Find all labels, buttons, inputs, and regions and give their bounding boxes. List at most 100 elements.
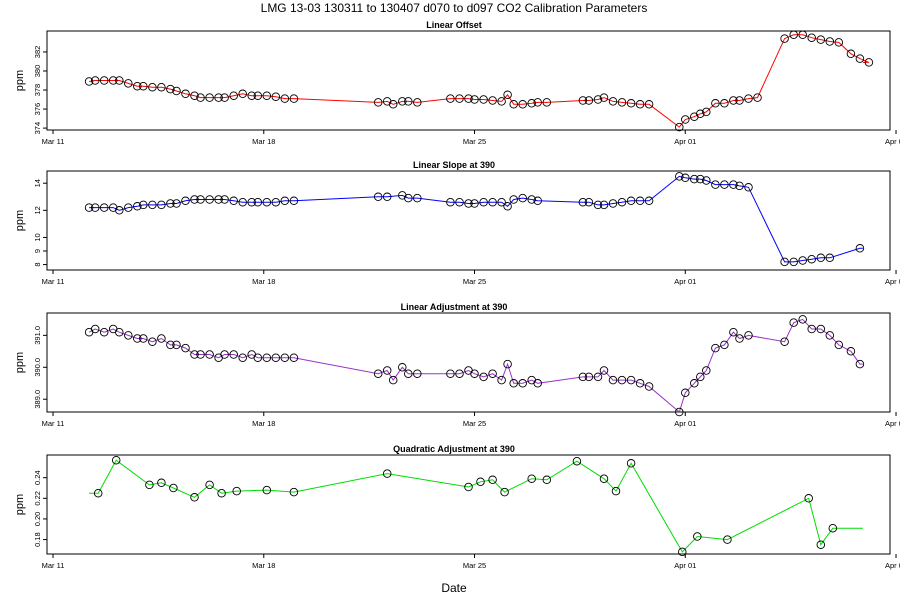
data-point xyxy=(464,482,473,492)
data-point xyxy=(470,369,479,378)
data-point xyxy=(584,197,594,207)
data-point xyxy=(780,257,789,267)
data-point xyxy=(572,456,582,466)
data-point xyxy=(644,196,654,206)
data-point xyxy=(584,372,594,382)
data-point xyxy=(729,327,738,337)
x-tick-label: Apr 08 xyxy=(885,277,900,286)
data-point xyxy=(446,94,455,103)
x-tick-label: Mar 11 xyxy=(42,277,65,286)
data-point xyxy=(446,197,455,207)
data-point xyxy=(608,97,618,106)
data-point xyxy=(133,81,142,91)
data-point xyxy=(488,197,497,207)
data-point xyxy=(542,98,552,107)
data-point xyxy=(711,343,720,353)
data-point xyxy=(205,350,214,359)
data-point xyxy=(678,547,687,557)
data-point xyxy=(382,469,392,478)
data-point xyxy=(488,475,497,485)
data-point xyxy=(542,475,552,485)
data-point xyxy=(675,122,684,132)
data-point xyxy=(681,388,690,398)
y-axis-label: ppm xyxy=(14,352,26,373)
data-point xyxy=(157,478,166,488)
data-point xyxy=(373,98,383,107)
data-point xyxy=(172,86,181,96)
data-point xyxy=(166,199,175,208)
data-point xyxy=(166,84,175,94)
panel-title: Quadratic Adjustment at 390 xyxy=(393,444,515,454)
data-point xyxy=(271,353,281,362)
data-point xyxy=(148,337,157,346)
data-point xyxy=(834,340,844,350)
data-point xyxy=(124,331,133,340)
x-tick-label: Mar 25 xyxy=(463,277,486,286)
data-point xyxy=(108,203,118,212)
panel-1: Linear Offset ppm 374 376 378 380 382 Mar 11 Mar… xyxy=(14,20,900,146)
data-point xyxy=(702,366,711,375)
data-point xyxy=(846,347,856,356)
data-point xyxy=(599,474,609,483)
y-tick-label: 376 xyxy=(33,103,42,116)
data-point xyxy=(578,96,588,105)
data-point xyxy=(635,379,645,388)
data-point xyxy=(247,197,256,207)
data-point xyxy=(84,77,94,86)
data-point xyxy=(196,195,205,204)
y-tick-label: 10 xyxy=(33,233,42,241)
data-point xyxy=(413,193,422,203)
data-point xyxy=(509,100,518,109)
data-point xyxy=(479,372,488,382)
data-point xyxy=(115,206,124,215)
y-tick-label: 14 xyxy=(33,179,42,187)
data-point xyxy=(593,200,603,210)
y-axis-label: ppm xyxy=(14,494,26,515)
data-point xyxy=(220,195,229,204)
panel-4: Quadratic Adjustment at 390 ppm 0.18 0.20 0.… xyxy=(14,444,900,570)
data-point xyxy=(593,372,603,382)
data-point xyxy=(99,327,109,337)
data-point xyxy=(753,93,762,102)
data-point xyxy=(509,379,518,388)
data-point xyxy=(584,96,594,105)
series-line xyxy=(89,34,870,128)
data-point xyxy=(729,180,738,189)
data-point xyxy=(780,337,789,346)
data-point xyxy=(497,375,506,385)
y-tick-label: 8 xyxy=(33,262,42,266)
data-point xyxy=(644,100,654,109)
y-tick-label: 382 xyxy=(33,46,42,59)
data-point xyxy=(864,58,874,67)
data-point xyxy=(720,99,729,108)
data-point xyxy=(825,331,835,340)
x-tick-label: Mar 25 xyxy=(463,419,486,428)
data-point xyxy=(626,99,636,108)
x-tick-label: Apr 01 xyxy=(674,277,696,286)
y-tick-label: 9 xyxy=(33,249,42,253)
data-point xyxy=(205,480,214,490)
data-point xyxy=(108,76,118,85)
data-point xyxy=(578,372,588,382)
data-point xyxy=(798,30,807,40)
series-line xyxy=(88,318,863,413)
data-point xyxy=(190,195,199,204)
data-point xyxy=(148,82,157,92)
data-point xyxy=(220,93,229,102)
data-point xyxy=(527,99,536,108)
data-point xyxy=(503,359,512,369)
x-tick-label: Mar 11 xyxy=(42,137,65,146)
data-point xyxy=(635,100,645,109)
data-point xyxy=(166,340,175,350)
data-point xyxy=(253,197,263,207)
data-point xyxy=(816,35,826,44)
y-axis-label: ppm xyxy=(14,70,26,91)
data-point xyxy=(238,197,247,207)
series-line xyxy=(89,175,863,263)
data-point xyxy=(238,89,247,99)
data-point xyxy=(196,350,205,359)
data-point xyxy=(90,324,100,334)
data-point xyxy=(84,203,94,212)
data-point xyxy=(238,353,247,362)
data-point xyxy=(111,455,121,465)
